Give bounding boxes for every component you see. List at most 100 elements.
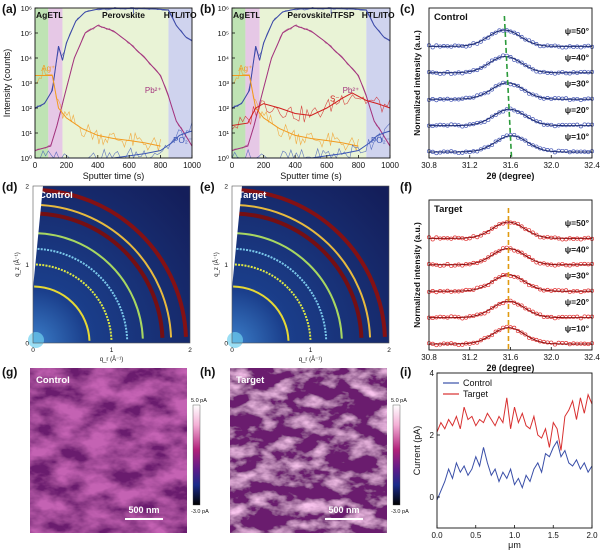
xrd-point-c-0-17	[489, 32, 495, 37]
xrd-point-c-2-35	[556, 96, 561, 101]
series-label-a-Ag+: Ag⁺	[41, 64, 55, 73]
y-tick-label-e-0: 0	[224, 341, 228, 348]
xrd-fit-c-0	[429, 29, 592, 47]
y-tick-label-i-0: 0	[430, 493, 435, 502]
series-label-b-Ag+: Ag⁺	[238, 64, 252, 73]
y-tick-label-d-2: 2	[25, 184, 29, 191]
x-tick-label-a-1: 200	[60, 161, 74, 170]
series-label-b-PO2-: PO₂⁻	[371, 136, 390, 145]
xrd-fit-c-2	[429, 82, 592, 100]
beam-center-d	[28, 332, 44, 348]
xrd-point-f-0-15	[482, 230, 487, 236]
afm-map-h	[230, 368, 387, 533]
xrd-point-f-1-9	[460, 263, 465, 268]
x-tick-label-c-0: 30.8	[421, 161, 437, 170]
plot-title-f: Target	[434, 204, 463, 215]
xrd-point-c-4-33	[549, 148, 554, 153]
series-noise-a-Ag+	[34, 67, 161, 151]
x-tick-label-i-3: 1.5	[548, 531, 560, 540]
xrd-point-c-4-9	[460, 150, 465, 155]
region-label-a-1: ETL	[47, 10, 63, 20]
xrd-point-f-4-9	[460, 342, 465, 347]
y-tick-label-e-2: 2	[224, 184, 228, 191]
xrd-point-f-0-13	[475, 235, 480, 240]
series-noise-b-Ag+	[231, 67, 359, 151]
xrd-point-f-3-40	[575, 314, 580, 319]
xrd-point-f-0-2	[434, 235, 439, 240]
y-tick-label-d-0: 0	[25, 341, 29, 348]
profile-line-control	[436, 439, 593, 501]
region-label-b-2: Perovskite/TFSP	[287, 10, 354, 20]
y-tick-label-a-4: 10⁴	[20, 54, 32, 63]
xrd-point-c-3-41	[578, 124, 583, 129]
xrd-point-f-4-25	[519, 330, 524, 335]
xrd-point-f-3-34	[552, 316, 558, 321]
xrd-point-f-0-10	[463, 236, 469, 242]
region-label-a-3: HTL/ITO	[164, 10, 197, 20]
xrd-series-label-c-0: ψ=50°	[565, 26, 590, 36]
xrd-point-f-2-35	[556, 288, 561, 293]
y-tick-label-d-1: 1	[25, 262, 29, 269]
scale-bar-label-g: 500 nm	[128, 505, 159, 515]
xrd-point-f-3-17	[489, 305, 495, 311]
colorbar-max-h: 5.0 pA	[391, 398, 407, 404]
xrd-point-f-1-7	[452, 263, 457, 268]
region-band-a-0	[35, 8, 49, 158]
x-tick-label-b-2: 400	[289, 161, 303, 170]
panel-label-c: (c)	[400, 2, 415, 16]
xrd-series-label-c-2: ψ=30°	[565, 79, 590, 89]
colorbar-g	[192, 404, 201, 506]
xrd-series-label-f-2: ψ=30°	[565, 271, 590, 281]
x-axis-label-e: q_r (Å⁻¹)	[299, 356, 323, 363]
x-tick-label-i-4: 2.0	[586, 531, 598, 540]
y-tick-label-e-1: 1	[224, 262, 228, 269]
x-tick-label-a-2: 400	[91, 161, 105, 170]
series-noise-b-S-	[231, 94, 391, 130]
region-band-a-2	[62, 8, 169, 158]
xrd-point-f-2-6	[449, 289, 454, 294]
region-label-b-0: Ag	[233, 10, 244, 20]
xrd-point-c-4-28	[530, 143, 535, 148]
series-line-b-Ag+	[232, 75, 359, 147]
colorbar-max-g: 5.0 pA	[191, 398, 207, 404]
series-line-b-S-	[231, 92, 391, 126]
xrd-point-c-0-34	[552, 43, 558, 48]
y-tick-label-b-0: 10⁰	[218, 154, 229, 163]
xrd-fit-c-1	[429, 56, 592, 74]
xrd-point-f-3-41	[578, 316, 583, 321]
series-label-b-I-: I⁻	[330, 7, 336, 16]
panel-label-a: (a)	[2, 2, 17, 16]
xrd-point-c-0-1	[430, 45, 435, 50]
xrd-point-f-2-13	[475, 285, 480, 290]
y-tick-label-a-6: 10⁶	[21, 4, 32, 13]
scattering-ring-d-2	[34, 247, 129, 340]
xrd-point-f-2-15	[482, 283, 487, 288]
xrd-point-f-1-26	[523, 253, 528, 258]
xrd-point-c-1-29	[534, 69, 539, 74]
y-tick-label-b-3: 10³	[218, 79, 229, 88]
xrd-point-f-2-41	[578, 289, 583, 295]
xrd-point-c-4-26	[523, 138, 528, 143]
scattering-ring-e-3	[234, 232, 343, 339]
xrd-point-f-4-13	[475, 340, 480, 345]
xrd-point-c-2-2	[434, 98, 439, 103]
xrd-point-f-1-5	[445, 262, 450, 267]
xrd-point-c-3-7	[452, 122, 457, 127]
xrd-point-c-1-5	[445, 70, 450, 75]
xrd-point-f-4-34	[552, 342, 558, 347]
xrd-point-c-3-17	[489, 114, 495, 119]
xrd-point-c-1-38	[567, 71, 572, 76]
xrd-point-f-0-11	[467, 236, 472, 241]
xrd-point-f-3-7	[452, 314, 457, 319]
xrd-point-f-2-28	[530, 283, 535, 289]
plot-frame-i	[436, 372, 593, 529]
xrd-point-c-2-37	[564, 96, 569, 101]
x-axis-label-b: Sputter time (s)	[280, 171, 342, 181]
xrd-series-label-c-3: ψ=20°	[565, 105, 590, 115]
scattering-ring-e-4	[234, 211, 364, 338]
xrd-series-label-c-1: ψ=40°	[565, 52, 590, 62]
panel-label-b: (b)	[200, 2, 216, 16]
xrd-point-c-0-41	[578, 45, 583, 50]
region-label-b-1: ETL	[245, 10, 261, 20]
